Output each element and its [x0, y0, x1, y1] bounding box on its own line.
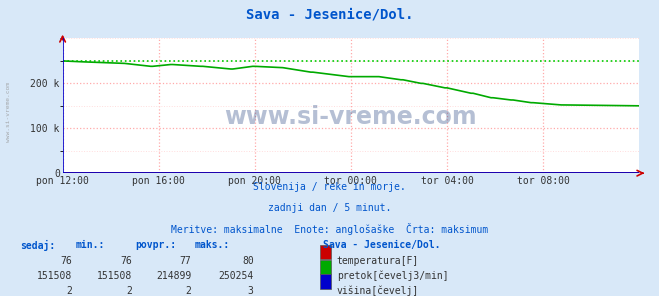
Text: 2: 2 [185, 286, 191, 296]
Text: 76: 76 [61, 256, 72, 266]
Text: Meritve: maksimalne  Enote: anglošaške  Črta: maksimum: Meritve: maksimalne Enote: anglošaške Čr… [171, 223, 488, 236]
Text: min.:: min.: [76, 240, 105, 250]
Text: 250254: 250254 [219, 271, 254, 281]
Text: Sava - Jesenice/Dol.: Sava - Jesenice/Dol. [323, 240, 440, 250]
Text: 2: 2 [126, 286, 132, 296]
Text: 80: 80 [242, 256, 254, 266]
Text: maks.:: maks.: [194, 240, 229, 250]
Text: zadnji dan / 5 minut.: zadnji dan / 5 minut. [268, 203, 391, 213]
Text: Slovenija / reke in morje.: Slovenija / reke in morje. [253, 182, 406, 192]
Text: 3: 3 [248, 286, 254, 296]
Text: Sava - Jesenice/Dol.: Sava - Jesenice/Dol. [246, 7, 413, 21]
Text: 76: 76 [120, 256, 132, 266]
Text: temperatura[F]: temperatura[F] [337, 256, 419, 266]
Text: www.si-vreme.com: www.si-vreme.com [225, 104, 477, 128]
Text: 214899: 214899 [156, 271, 191, 281]
Text: povpr.:: povpr.: [135, 240, 176, 250]
Text: sedaj:: sedaj: [20, 240, 55, 251]
Text: višina[čevelj]: višina[čevelj] [337, 286, 419, 296]
Text: www.si-vreme.com: www.si-vreme.com [6, 83, 11, 142]
Text: 151508: 151508 [38, 271, 72, 281]
Text: 151508: 151508 [97, 271, 132, 281]
Text: 77: 77 [179, 256, 191, 266]
Text: 2: 2 [67, 286, 72, 296]
Text: pretok[čevelj3/min]: pretok[čevelj3/min] [337, 271, 448, 281]
